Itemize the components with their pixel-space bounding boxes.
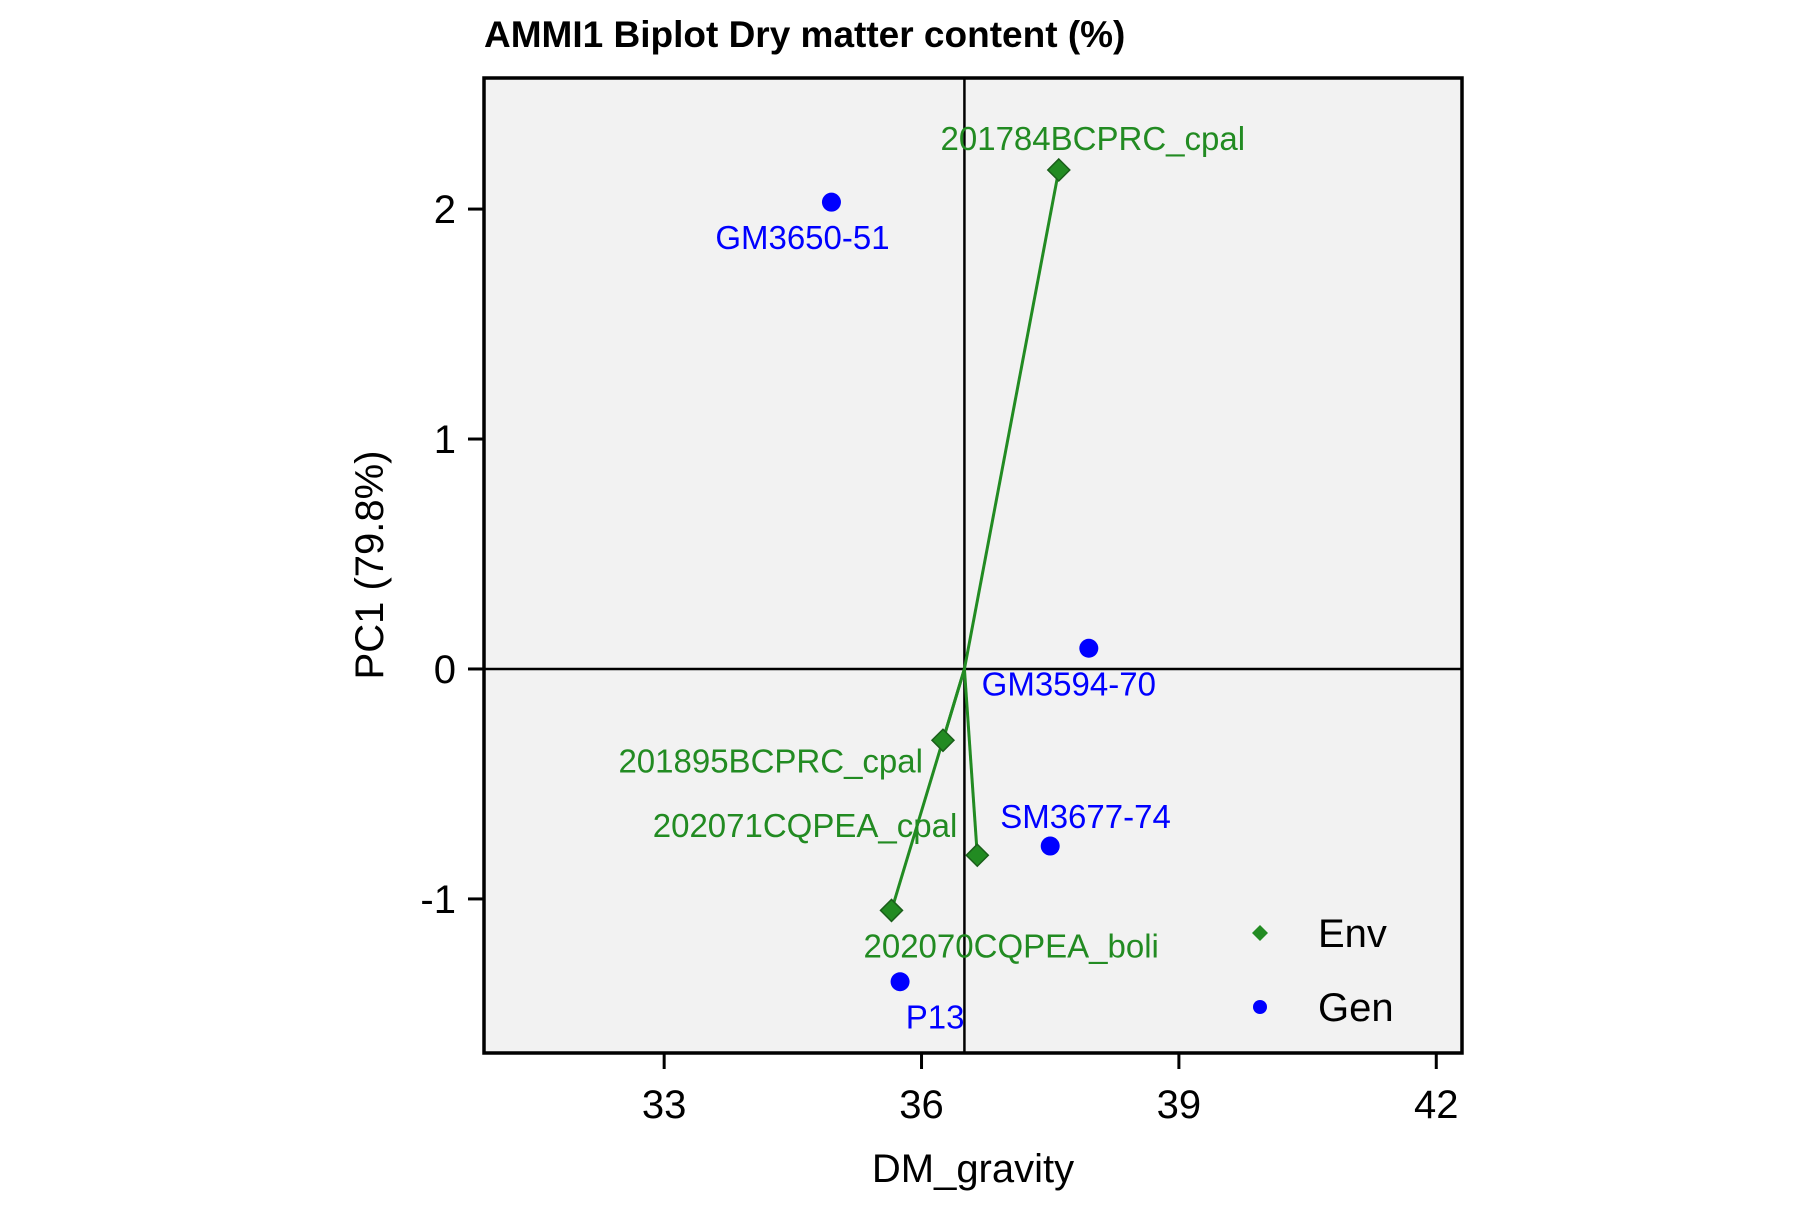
env-label: 201784BCPRC_cpal	[941, 120, 1246, 157]
x-tick-label: 36	[899, 1083, 944, 1127]
env-ray	[962, 668, 979, 856]
x-tick-label: 33	[642, 1083, 687, 1127]
y-tick-label: 2	[434, 188, 456, 232]
gen-label: SM3677-74	[1000, 798, 1171, 835]
legend: Env Gen	[1252, 912, 1394, 1030]
env-ray	[890, 668, 966, 911]
axes: 33 36 39 42 -1 0 1 2	[420, 188, 1458, 1127]
legend-env-symbol	[1252, 925, 1268, 941]
gen-label: GM3594-70	[982, 665, 1156, 702]
data-points	[821, 157, 1099, 992]
y-tick-label: -1	[420, 878, 456, 922]
x-tick-label: 39	[1157, 1083, 1202, 1127]
gen-point	[890, 972, 910, 992]
env-point	[1046, 157, 1071, 183]
env-rays	[890, 169, 1061, 911]
env-label: 202071CQPEA_cpal	[653, 807, 958, 844]
gen-point	[1079, 638, 1099, 658]
plot-border	[482, 76, 1464, 1055]
y-tick-label: 1	[434, 418, 456, 462]
x-axis-title: DM_gravity	[872, 1147, 1074, 1191]
gen-point	[821, 192, 841, 212]
env-point	[879, 898, 904, 923]
y-tick-label: 0	[434, 648, 456, 692]
y-axis-title: PC1 (79.8%)	[348, 451, 392, 680]
chart-title: AMMI1 Biplot Dry matter content (%)	[484, 14, 1125, 55]
gen-label: P13	[906, 999, 965, 1036]
env-label: 202070CQPEA_boli	[864, 927, 1159, 964]
legend-label-gen: Gen	[1318, 986, 1394, 1030]
x-tick-label: 42	[1414, 1083, 1459, 1127]
env-point	[930, 728, 956, 753]
gen-label: GM3650-51	[715, 219, 889, 256]
reference-lines	[484, 78, 1462, 1053]
gen-point	[1040, 836, 1060, 856]
legend-label-env: Env	[1318, 912, 1387, 956]
plot-panel	[484, 78, 1462, 1053]
point-labels: 201784BCPRC_cpal 201895BCPRC_cpal 202071CQ…	[618, 120, 1245, 1036]
env-label: 201895BCPRC_cpal	[618, 742, 923, 779]
env-point	[965, 843, 990, 868]
legend-gen-symbol	[1253, 1000, 1267, 1014]
env-ray	[962, 169, 1061, 670]
